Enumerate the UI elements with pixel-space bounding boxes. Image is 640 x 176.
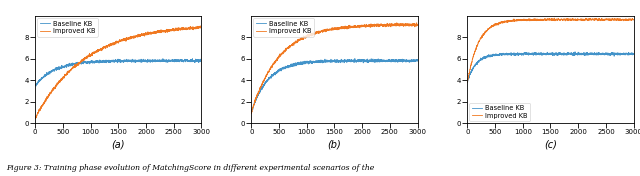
Improved KB — [303, 35, 310, 37]
Improved KB — [497, 21, 504, 23]
Line: Improved KB: Improved KB — [35, 26, 202, 118]
Line: Improved KB: Improved KB — [252, 23, 417, 114]
Baseline KB — [280, 67, 288, 69]
Improved KB — [413, 24, 421, 26]
Legend: Baseline KB, Improved KB: Baseline KB, Improved KB — [253, 18, 314, 36]
Improved KB — [530, 18, 538, 21]
Baseline KB — [248, 112, 255, 114]
Improved KB — [463, 81, 471, 83]
Improved KB — [518, 19, 526, 21]
Baseline KB — [630, 53, 637, 55]
Baseline KB — [189, 58, 196, 60]
Baseline KB — [31, 84, 39, 87]
Baseline KB — [111, 60, 119, 62]
Improved KB — [86, 55, 94, 57]
Line: Baseline KB: Baseline KB — [252, 59, 417, 113]
Baseline KB — [497, 54, 504, 56]
Baseline KB — [32, 85, 40, 87]
Legend: Baseline KB, Improved KB: Baseline KB, Improved KB — [37, 18, 98, 36]
Improved KB — [132, 36, 140, 38]
Legend: Baseline KB, Improved KB: Baseline KB, Improved KB — [469, 103, 530, 121]
Line: Baseline KB: Baseline KB — [35, 59, 202, 86]
Improved KB — [393, 22, 401, 24]
Baseline KB — [413, 59, 421, 61]
Baseline KB — [622, 52, 630, 54]
Baseline KB — [190, 60, 198, 62]
Baseline KB — [314, 60, 321, 62]
X-axis label: (a): (a) — [111, 140, 125, 150]
Improved KB — [248, 112, 255, 114]
Improved KB — [564, 18, 572, 21]
Line: Improved KB: Improved KB — [467, 18, 634, 82]
Baseline KB — [86, 60, 94, 62]
Baseline KB — [65, 64, 72, 66]
Improved KB — [190, 27, 198, 30]
Line: Baseline KB: Baseline KB — [467, 52, 634, 82]
Baseline KB — [530, 52, 538, 54]
Baseline KB — [327, 60, 335, 62]
Improved KB — [31, 117, 39, 119]
Baseline KB — [97, 61, 105, 63]
Improved KB — [622, 19, 630, 21]
Baseline KB — [543, 51, 551, 53]
Text: Figure 3: Training phase evolution of MatchingScore in different experimental sc: Figure 3: Training phase evolution of Ma… — [6, 165, 374, 172]
Baseline KB — [406, 60, 414, 62]
Baseline KB — [303, 61, 310, 64]
Improved KB — [196, 25, 204, 27]
Improved KB — [630, 18, 637, 21]
Baseline KB — [463, 81, 471, 83]
Improved KB — [327, 28, 335, 30]
Improved KB — [314, 30, 321, 33]
Improved KB — [65, 71, 72, 74]
Improved KB — [348, 26, 356, 28]
Improved KB — [550, 17, 558, 19]
Baseline KB — [198, 60, 205, 62]
Improved KB — [248, 112, 255, 115]
Improved KB — [280, 50, 288, 52]
X-axis label: (b): (b) — [328, 140, 341, 150]
Baseline KB — [518, 53, 526, 55]
Baseline KB — [351, 58, 358, 60]
Baseline KB — [564, 52, 572, 54]
Improved KB — [543, 19, 551, 21]
X-axis label: (c): (c) — [544, 140, 557, 150]
Baseline KB — [348, 59, 356, 62]
Improved KB — [111, 41, 119, 43]
Baseline KB — [132, 60, 140, 62]
Improved KB — [198, 27, 205, 29]
Improved KB — [97, 48, 105, 51]
Baseline KB — [571, 51, 579, 53]
Improved KB — [406, 23, 414, 25]
